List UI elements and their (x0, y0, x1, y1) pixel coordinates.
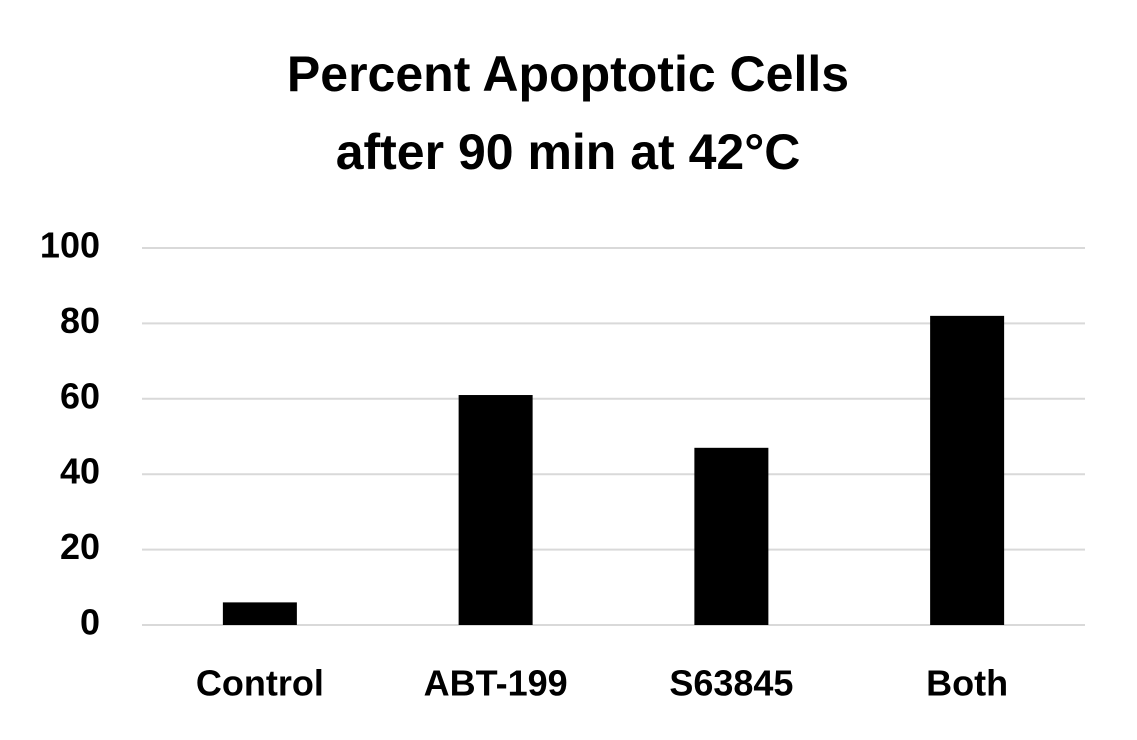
x-tick-label: Control (196, 663, 324, 704)
y-tick-label: 0 (80, 602, 100, 643)
bar (930, 315, 1005, 625)
y-tick-label: 80 (60, 300, 100, 341)
x-tick-label: Both (926, 663, 1008, 704)
chart-title: after 90 min at 42°C (336, 124, 801, 180)
bar (458, 395, 533, 625)
x-tick-label: S63845 (669, 663, 793, 704)
bar (222, 602, 297, 625)
bar (694, 447, 769, 625)
y-tick-label: 20 (60, 526, 100, 567)
y-tick-label: 100 (40, 225, 100, 266)
x-tick-label: ABT-199 (424, 663, 568, 704)
y-tick-label: 60 (60, 375, 100, 416)
y-tick-label: 40 (60, 451, 100, 492)
chart-title: Percent Apoptotic Cells (287, 46, 849, 102)
